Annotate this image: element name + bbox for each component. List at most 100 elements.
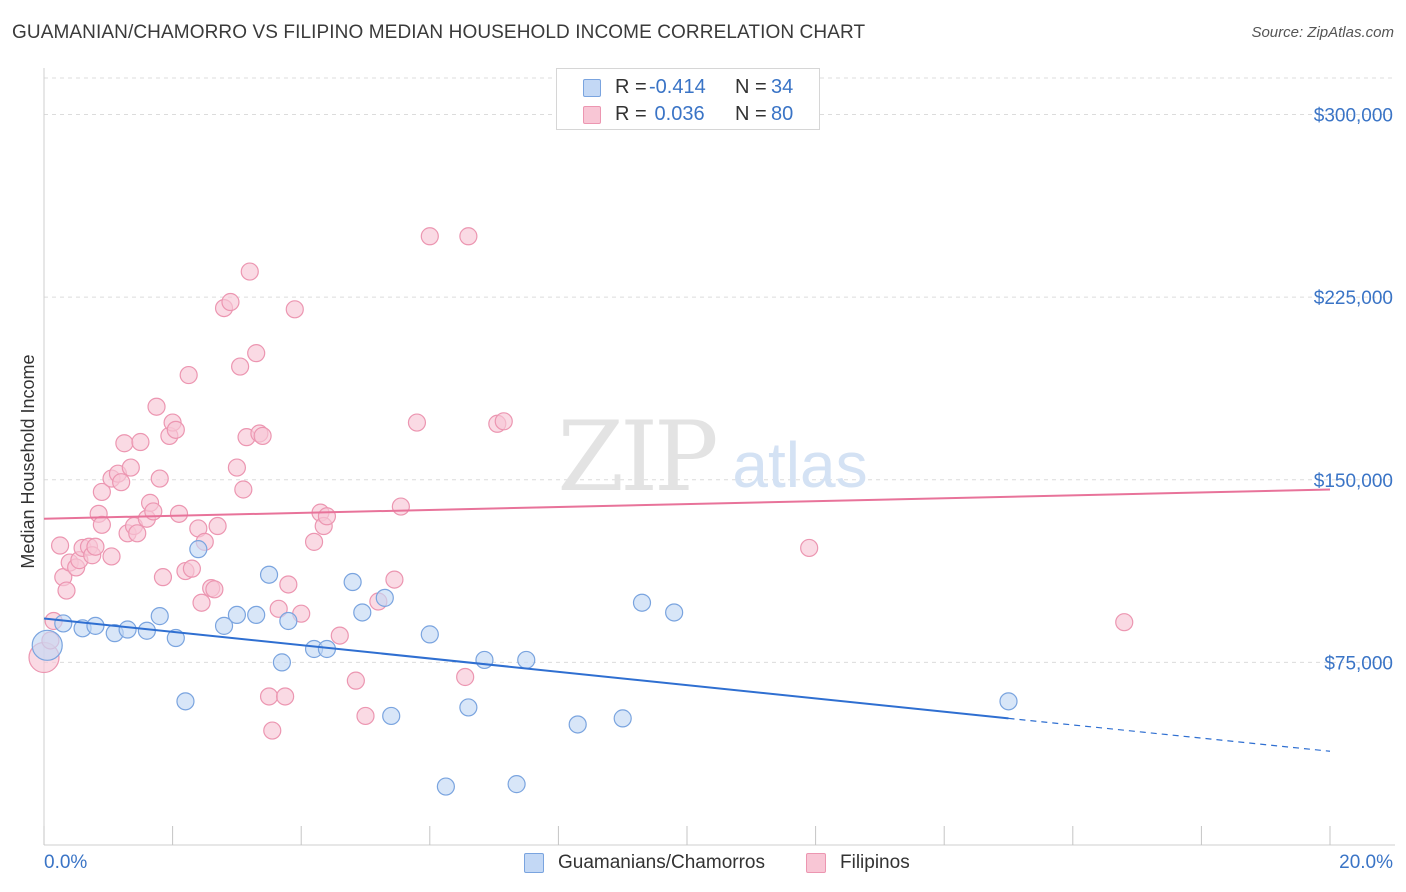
filipino-trend-line (43, 488, 1331, 520)
filipino-point (279, 575, 298, 594)
filipino-point (259, 687, 279, 706)
filipino-point (147, 397, 166, 416)
x-tick-label: 0.0% (44, 852, 87, 873)
filipino-point (800, 538, 819, 558)
stats-legend: R = -0.414 N = 34 R = 0.036 N = 80 (556, 68, 820, 130)
filipino-point (208, 516, 227, 536)
legend-swatch-pink (583, 106, 601, 124)
filipino-point (253, 426, 272, 446)
filipino-point (86, 537, 105, 556)
filipino-point (356, 706, 375, 726)
guamanian-point (150, 607, 169, 626)
guamanian-point (382, 706, 401, 726)
filipino-point (128, 524, 147, 543)
filipino-point (121, 458, 140, 477)
filipino-point (179, 365, 198, 385)
y-tick-label: $225,000 (1314, 288, 1393, 309)
filipino-point (240, 262, 259, 281)
filipino-point (247, 344, 266, 363)
filipino-point (269, 599, 288, 618)
filipino-point (150, 469, 169, 488)
guamanian-trend-line (43, 617, 1009, 720)
guamanian-point (214, 616, 234, 635)
filipino-point (391, 497, 410, 516)
guamanian-point (420, 625, 439, 644)
guamanian-point (247, 605, 266, 625)
filipino-point (459, 227, 478, 246)
filipino-point (317, 507, 337, 526)
guamanian-point (279, 611, 298, 631)
legend-swatch-blue (583, 79, 601, 97)
guamanian-point (517, 650, 536, 670)
guamanian-point (189, 540, 208, 559)
guamanian-point (118, 620, 137, 639)
filipino-point (50, 536, 70, 555)
filipino-point (102, 547, 121, 566)
guamanian-point (459, 698, 478, 717)
guamanian-point (999, 692, 1018, 711)
legend-n-value: 80 (771, 103, 794, 125)
guamanian-point (259, 565, 279, 584)
filipino-point (227, 458, 246, 477)
chart-title: GUAMANIAN/CHAMORRO VS FILIPINO MEDIAN HO… (12, 22, 866, 43)
filipino-point (304, 532, 324, 551)
bottom-legend-label: Guamanians/Chamorros (558, 852, 765, 873)
filipino-point (494, 412, 513, 431)
bottom-legend-swatch-blue (524, 853, 544, 873)
guamanian-point (54, 614, 73, 633)
filipino-point (92, 482, 111, 502)
filipino-point (169, 504, 189, 523)
filipino-point (92, 515, 111, 534)
guamanian-point (166, 628, 185, 648)
filipino-point (420, 227, 439, 246)
filipino-point (182, 559, 201, 578)
guamanian-point (343, 572, 362, 592)
legend-n-value: 34 (771, 76, 794, 98)
bottom-legend-swatch-pink (806, 853, 826, 873)
bottom-legend-label: Filipinos (840, 852, 910, 873)
guamanian-point (353, 603, 372, 622)
y-tick-label: $300,000 (1314, 106, 1393, 127)
guamanian-point (86, 616, 105, 635)
filipino-point (231, 357, 250, 376)
legend-r-value: 0.036 (649, 103, 705, 125)
filipino-point (263, 721, 282, 740)
y-tick-label: $150,000 (1314, 471, 1393, 492)
filipino-point (385, 570, 404, 589)
filipino-point (346, 671, 365, 690)
filipino-point (221, 292, 240, 312)
x-tick-label: 20.0% (1339, 852, 1393, 873)
guamanian-point (272, 653, 292, 672)
guamanian-point (31, 629, 63, 661)
guamanian-point (227, 605, 246, 625)
filipino-point (57, 581, 76, 600)
guamanian-point (568, 715, 587, 734)
guamanian-point (375, 588, 394, 607)
filipino-point (407, 413, 427, 432)
filipino-point (115, 434, 134, 453)
filipino-point (192, 593, 211, 612)
filipino-point (153, 568, 173, 587)
filipino-point (456, 667, 475, 687)
filipino-point (234, 480, 253, 499)
filipino-point (112, 473, 131, 492)
guamanian-point (176, 692, 195, 711)
legend-n-label: N = (735, 76, 767, 98)
watermark-zip: ZIP (557, 401, 716, 513)
filipino-point (131, 432, 150, 452)
guamanian-point (613, 709, 632, 728)
filipino-point (330, 626, 349, 645)
guamanian-point (475, 650, 494, 670)
y-axis-label: Median Household Income (18, 354, 38, 568)
legend-r-value: -0.414 (649, 76, 706, 98)
guamanian-point (507, 775, 526, 794)
legend-r-label: R = (615, 76, 647, 98)
filipino-point (285, 300, 304, 319)
guamanian-point (632, 593, 652, 612)
guamanian-trend-extension (1008, 717, 1331, 752)
filipino-point (276, 687, 295, 706)
filipino-point (205, 580, 224, 599)
filipino-point (166, 420, 185, 439)
y-tick-label: $75,000 (1324, 653, 1393, 674)
